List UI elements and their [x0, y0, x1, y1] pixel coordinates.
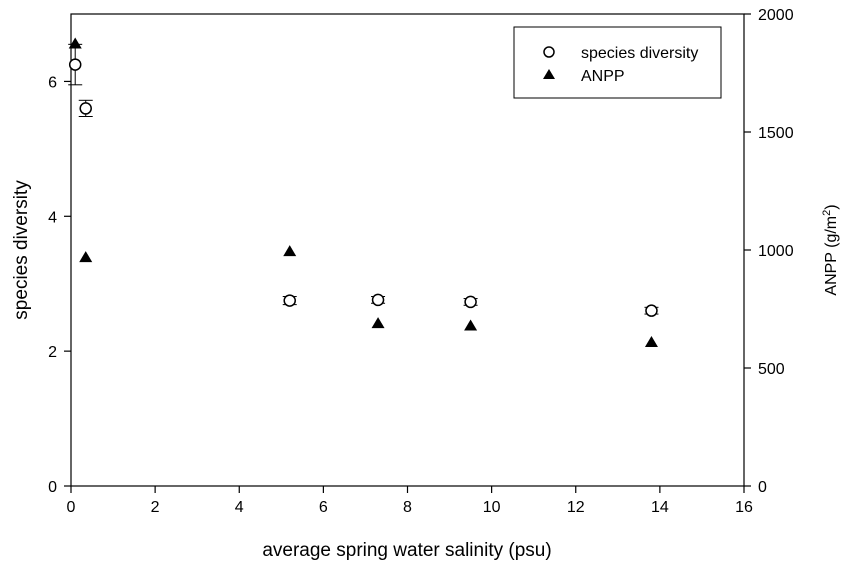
y-right-axis-title: ANPP (g/m2) — [821, 204, 840, 295]
legend: species diversity ANPP — [513, 26, 722, 99]
legend-label-anpp: ANPP — [581, 68, 625, 85]
y-left-tick-label: 0 — [48, 479, 57, 496]
legend-marker-anpp — [543, 69, 555, 79]
y-left-tick-label: 6 — [48, 74, 57, 91]
y-left-axis-ticks: 0 2 4 6 — [48, 74, 71, 496]
y-left-tick-label: 4 — [48, 209, 57, 226]
diversity-point — [68, 58, 82, 71]
x-axis-ticks: 0 2 4 6 8 10 12 14 16 — [67, 486, 753, 516]
diversity-point — [371, 293, 385, 307]
anpp-point — [79, 251, 93, 263]
y-right-axis-ticks: 0 500 1000 1500 2000 — [744, 7, 794, 496]
anpp-point — [644, 336, 658, 348]
diversity-point — [645, 304, 658, 317]
y-right-tick-label: 0 — [758, 479, 767, 496]
x-tick-label: 0 — [67, 499, 76, 516]
y-right-axis-title-sup: 2 — [821, 210, 833, 216]
y-left-tick-label: 2 — [48, 344, 57, 361]
x-tick-label: 14 — [651, 499, 669, 516]
x-tick-label: 4 — [235, 499, 244, 516]
x-tick-label: 16 — [735, 499, 753, 516]
y-right-axis-title-main: ANPP (g/m — [823, 216, 840, 296]
anpp-point — [68, 37, 82, 49]
y-right-tick-label: 1500 — [758, 125, 794, 142]
x-tick-label: 8 — [403, 499, 412, 516]
diversity-point — [464, 295, 477, 309]
x-tick-label: 10 — [483, 499, 501, 516]
y-left-axis-title: species diversity — [11, 180, 32, 320]
x-tick-label: 2 — [151, 499, 160, 516]
diversity-point — [283, 294, 296, 307]
legend-marker-species-diversity — [543, 46, 555, 58]
x-tick-label: 6 — [319, 499, 328, 516]
legend-label-species-diversity: species diversity — [581, 45, 698, 62]
anpp-point — [371, 317, 385, 329]
x-tick-label: 12 — [567, 499, 585, 516]
anpp-point — [283, 245, 297, 257]
y-right-tick-label: 500 — [758, 361, 785, 378]
series-layer — [68, 37, 659, 348]
x-axis-title: average spring water salinity (psu) — [262, 540, 551, 561]
anpp-point — [464, 319, 478, 331]
y-right-tick-label: 1000 — [758, 243, 794, 260]
y-right-tick-label: 2000 — [758, 7, 794, 24]
legend-box — [513, 26, 722, 99]
diversity-point — [79, 102, 92, 115]
y-right-axis-title-tail: ) — [823, 204, 840, 209]
